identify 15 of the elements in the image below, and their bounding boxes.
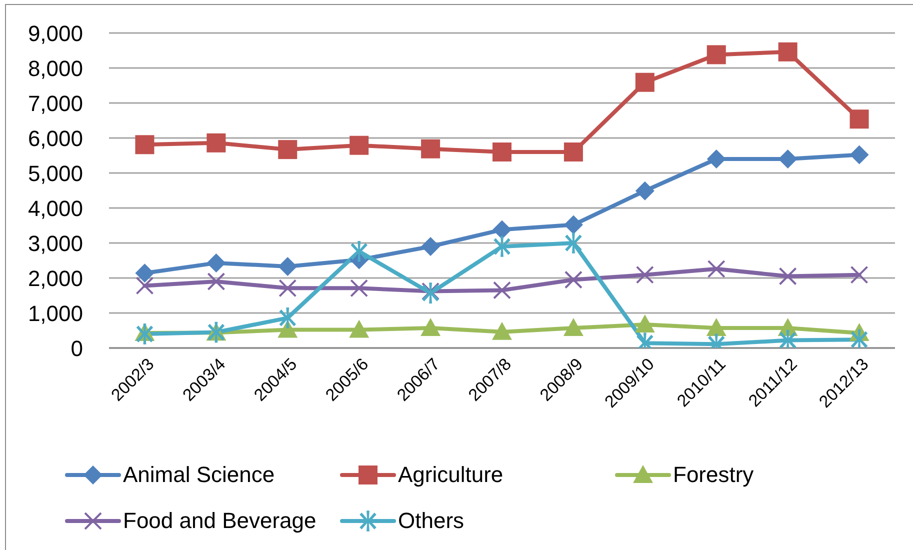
legend-label: Forestry [673, 462, 754, 488]
legend-label: Others [398, 508, 464, 534]
y-tick-label: 1,000 [28, 300, 83, 326]
y-tick-label: 0 [70, 336, 83, 361]
legend-label: Agriculture [398, 462, 504, 488]
y-tick-label: 4,000 [28, 196, 83, 221]
y-tick-label: 5,000 [28, 160, 83, 186]
y-tick-label: 2,000 [28, 266, 83, 291]
y-tick-label: 3,000 [28, 230, 83, 256]
y-tick-label: 6,000 [28, 126, 83, 151]
y-tick-label: 8,000 [28, 56, 83, 81]
y-tick-label: 7,000 [28, 90, 83, 116]
legend-label: Animal Science [123, 462, 275, 488]
y-tick-label: 9,000 [28, 20, 83, 46]
legend-label: Food and Beverage [123, 508, 316, 534]
